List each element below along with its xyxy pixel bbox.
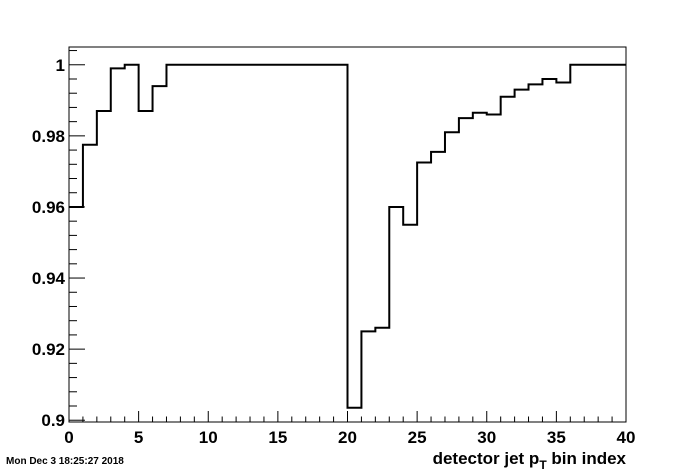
x-axis-ticks xyxy=(68,411,627,422)
x-tick-label: 35 xyxy=(547,428,566,447)
y-tick-label: 0.9 xyxy=(41,411,65,430)
y-tick-label: 1 xyxy=(56,56,65,75)
histogram-step-line xyxy=(69,63,626,409)
x-axis-title-subscript: T xyxy=(539,458,547,472)
x-tick-label: 40 xyxy=(617,428,636,447)
y-axis-tick-labels: 0.9 0.92 0.94 0.96 0.98 1 xyxy=(32,56,66,430)
x-tick-label: 10 xyxy=(199,428,218,447)
x-axis-title-rest: bin index xyxy=(547,449,627,468)
x-axis-title: detector jet pT bin index xyxy=(433,449,627,472)
x-tick-label: 20 xyxy=(338,428,357,447)
x-axis-tick-labels: 0 5 10 15 20 25 30 35 40 xyxy=(64,428,635,447)
x-tick-label: 15 xyxy=(268,428,287,447)
y-tick-label: 0.94 xyxy=(32,269,66,288)
y-axis-ticks xyxy=(69,50,85,421)
x-tick-label: 30 xyxy=(477,428,496,447)
x-tick-label: 0 xyxy=(64,428,73,447)
y-tick-label: 0.98 xyxy=(32,127,65,146)
y-tick-label: 0.96 xyxy=(32,198,65,217)
x-tick-label: 25 xyxy=(408,428,427,447)
timestamp-label: Mon Dec 3 18:25:27 2018 xyxy=(6,456,124,467)
y-tick-label: 0.92 xyxy=(32,340,65,359)
x-axis-title-main: detector jet p xyxy=(433,449,540,468)
x-tick-label: 5 xyxy=(134,428,143,447)
